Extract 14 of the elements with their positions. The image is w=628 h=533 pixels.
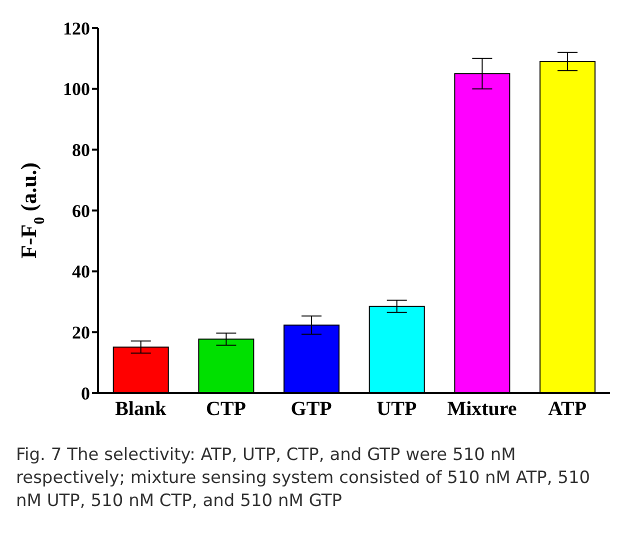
y-tick-label: 20 <box>72 322 90 343</box>
x-tick-label: UTP <box>376 398 417 420</box>
x-tick-label: CTP <box>206 398 246 420</box>
y-tick-label: 60 <box>72 200 90 221</box>
caption: Fig. 7 The selectivity: ATP, UTP, CTP, and GTP were 510 nM respectively; mixture sensing system consisted of 510 nM ATP, 510 nM UTP, 510 nM CTP, and 510 nM GTP <box>15 444 592 513</box>
x-tick-label: Blank <box>115 398 168 420</box>
x-tick-label: GTP <box>290 398 332 420</box>
x-tick-label: Mixture <box>447 398 517 420</box>
y-tick-label: 40 <box>72 262 90 282</box>
y-tick-label: 0 <box>81 383 90 404</box>
y-tick-label: 120 <box>63 18 90 38</box>
y-tick-label: 100 <box>63 79 90 100</box>
x-tick-label: ATP <box>548 398 587 420</box>
y-tick-label: 80 <box>72 140 90 160</box>
